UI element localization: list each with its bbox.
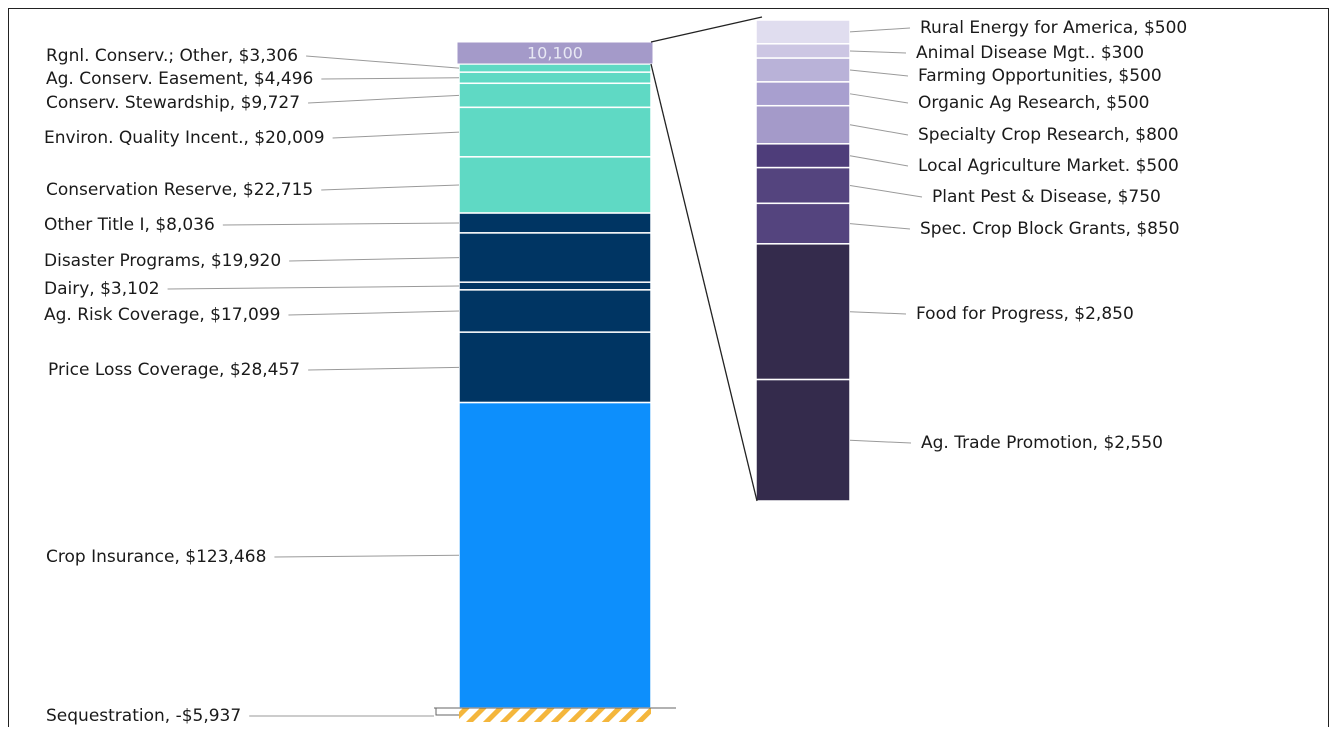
data-label-other-title-i: Other Title I, $8,036 bbox=[44, 215, 215, 235]
leader-line-price-loss-coverage bbox=[308, 366, 460, 371]
chart-frame bbox=[8, 8, 1329, 727]
leader-line-ag-risk-coverage bbox=[288, 310, 460, 316]
breakout-bar-specialty-crop-research bbox=[755, 104, 851, 145]
breakout-leader-specialty-crop-research bbox=[849, 124, 909, 136]
breakout-total-label: 10,100 bbox=[527, 44, 583, 63]
data-label-ag-risk-coverage: Ag. Risk Coverage, $17,099 bbox=[44, 305, 280, 325]
bar-price-loss-coverage bbox=[458, 331, 652, 404]
breakout-label-specialty-crop-research: Specialty Crop Research, $800 bbox=[918, 125, 1179, 145]
breakout-label-farming-opportunities: Farming Opportunities, $500 bbox=[918, 66, 1162, 86]
data-label-rgnl-conserv-other: Rgnl. Conserv.; Other, $3,306 bbox=[46, 46, 298, 66]
leader-line-environ-quality-incent bbox=[332, 131, 460, 139]
breakout-leader-plant-pest-disease bbox=[849, 184, 923, 198]
data-label-disaster-programs: Disaster Programs, $19,920 bbox=[44, 251, 281, 271]
breakout-bar-organic-ag-research bbox=[755, 81, 851, 107]
breakout-bar-spec-crop-block-grants bbox=[755, 202, 851, 245]
breakout-leader-food-for-progress bbox=[849, 311, 907, 315]
breakout-bar-plant-pest-disease bbox=[755, 166, 851, 205]
breakout-leader-spec-crop-block-grants bbox=[849, 223, 911, 230]
bar-sequestration bbox=[459, 708, 651, 722]
bar-crop-insurance bbox=[458, 401, 652, 709]
breakout-bar-animal-disease-mgt-300 bbox=[755, 43, 851, 59]
breakout-label-local-agriculture-market-500: Local Agriculture Market. $500 bbox=[918, 156, 1179, 176]
breakout-leader-ag-trade-promotion bbox=[849, 439, 912, 444]
bar-other-title-i bbox=[458, 212, 652, 234]
breakout-label-ag-trade-promotion: Ag. Trade Promotion, $2,550 bbox=[921, 433, 1163, 453]
sequestration-bracket bbox=[435, 708, 459, 716]
leader-line-conserv-stewardship bbox=[308, 94, 460, 104]
data-label-environ-quality-incent: Environ. Quality Incent., $20,009 bbox=[44, 128, 325, 148]
bar-ag-conserv-easement bbox=[458, 71, 652, 85]
data-label-conserv-stewardship: Conserv. Stewardship, $9,727 bbox=[46, 93, 300, 113]
bar-breakout-total bbox=[456, 41, 654, 65]
data-label-price-loss-coverage: Price Loss Coverage, $28,457 bbox=[48, 360, 300, 380]
breakout-label-food-for-progress: Food for Progress, $2,850 bbox=[916, 304, 1134, 324]
breakout-bar-ag-trade-promotion bbox=[755, 378, 851, 502]
bar-disaster-programs bbox=[458, 232, 652, 283]
leader-line-ag-conserv-easement bbox=[321, 77, 460, 80]
leader-line-crop-insurance bbox=[274, 554, 460, 558]
bar-environ-quality-incent bbox=[458, 106, 652, 158]
breakout-leader-organic-ag-research bbox=[849, 93, 909, 104]
leader-line-dairy bbox=[167, 285, 460, 290]
breakout-bar-farming-opportunities bbox=[755, 57, 851, 83]
data-label-ag-conserv-easement: Ag. Conserv. Easement, $4,496 bbox=[46, 69, 313, 89]
leader-line-conservation-reserve bbox=[321, 184, 460, 191]
breakout-label-spec-crop-block-grants: Spec. Crop Block Grants, $850 bbox=[920, 219, 1180, 239]
breakout-connector-top bbox=[650, 16, 763, 43]
breakout-bar-rural-energy-for-america bbox=[755, 19, 851, 45]
bar-ag-risk-coverage bbox=[458, 289, 652, 333]
data-label-conservation-reserve: Conservation Reserve, $22,715 bbox=[46, 180, 313, 200]
bar-conserv-stewardship bbox=[458, 82, 652, 109]
breakout-bar-local-agriculture-market-500 bbox=[755, 143, 851, 169]
breakout-leader-animal-disease-mgt-300 bbox=[849, 50, 907, 54]
breakout-label-rural-energy-for-america: Rural Energy for America, $500 bbox=[920, 18, 1187, 38]
bar-conservation-reserve bbox=[458, 156, 652, 214]
breakout-label-plant-pest-disease: Plant Pest & Disease, $750 bbox=[932, 187, 1161, 207]
leader-line-disaster-programs bbox=[289, 257, 460, 262]
bar-rgnl-conserv-other bbox=[458, 63, 652, 73]
data-label-dairy: Dairy, $3,102 bbox=[44, 279, 160, 299]
data-label-sequestration: Sequestration, -$5,937 bbox=[46, 706, 241, 726]
breakout-leader-farming-opportunities bbox=[849, 69, 909, 77]
breakout-label-animal-disease-mgt-300: Animal Disease Mgt.. $300 bbox=[916, 43, 1144, 63]
breakout-label-organic-ag-research: Organic Ag Research, $500 bbox=[918, 93, 1149, 113]
breakout-leader-rural-energy-for-america bbox=[849, 27, 911, 33]
breakout-leader-local-agriculture-market-500 bbox=[849, 155, 909, 167]
leader-line-rgnl-conserv-other bbox=[306, 55, 460, 69]
bar-dairy bbox=[458, 281, 652, 291]
data-label-crop-insurance: Crop Insurance, $123,468 bbox=[46, 547, 266, 567]
breakout-connector-bottom bbox=[650, 63, 758, 502]
leader-line-other-title-i bbox=[222, 222, 460, 226]
breakout-bar-food-for-progress bbox=[755, 243, 851, 381]
